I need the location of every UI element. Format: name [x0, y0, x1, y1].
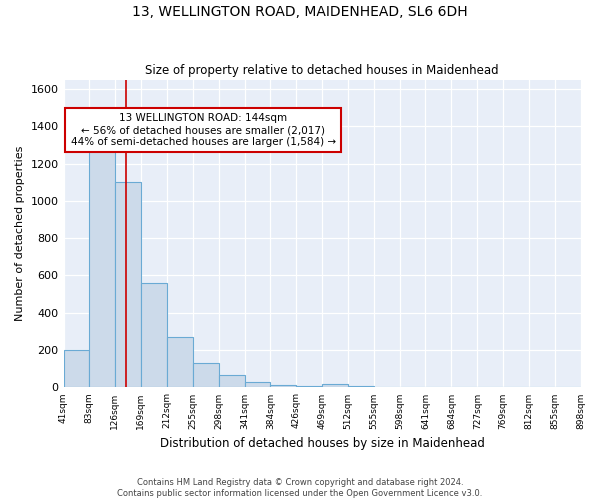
- Title: Size of property relative to detached houses in Maidenhead: Size of property relative to detached ho…: [145, 64, 499, 77]
- X-axis label: Distribution of detached houses by size in Maidenhead: Distribution of detached houses by size …: [160, 437, 484, 450]
- Bar: [141, 283, 167, 388]
- Bar: [167, 337, 193, 388]
- Bar: [296, 386, 322, 388]
- Y-axis label: Number of detached properties: Number of detached properties: [15, 146, 25, 321]
- Text: Contains HM Land Registry data © Crown copyright and database right 2024.
Contai: Contains HM Land Registry data © Crown c…: [118, 478, 482, 498]
- Bar: [193, 363, 218, 388]
- Bar: [115, 182, 141, 388]
- Bar: [245, 382, 271, 388]
- Bar: [347, 386, 374, 388]
- Bar: [64, 350, 89, 388]
- Text: 13 WELLINGTON ROAD: 144sqm
← 56% of detached houses are smaller (2,017)
44% of s: 13 WELLINGTON ROAD: 144sqm ← 56% of deta…: [71, 114, 335, 146]
- Bar: [218, 376, 245, 388]
- Bar: [322, 384, 347, 388]
- Bar: [271, 384, 296, 388]
- Text: 13, WELLINGTON ROAD, MAIDENHEAD, SL6 6DH: 13, WELLINGTON ROAD, MAIDENHEAD, SL6 6DH: [132, 5, 468, 19]
- Bar: [89, 148, 115, 388]
